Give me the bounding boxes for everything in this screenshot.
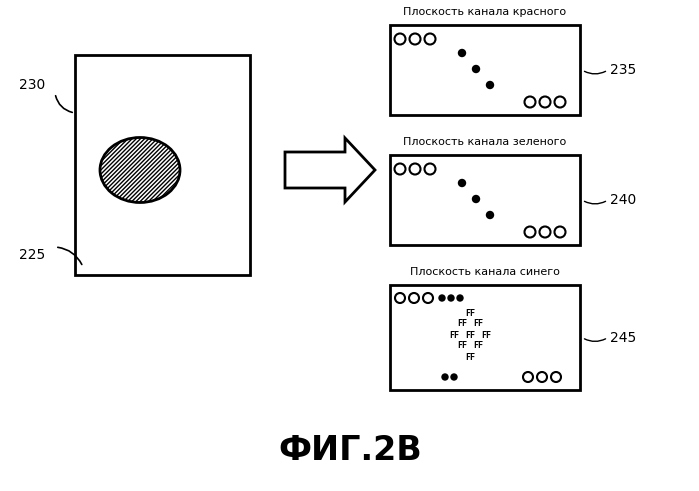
Text: FF: FF: [465, 353, 475, 361]
Circle shape: [442, 374, 448, 380]
Circle shape: [457, 295, 463, 301]
Circle shape: [473, 195, 480, 202]
Text: FF: FF: [457, 342, 467, 351]
Text: FF: FF: [449, 330, 459, 339]
Circle shape: [451, 374, 457, 380]
Ellipse shape: [100, 137, 180, 202]
Bar: [390, 25, 580, 115]
Text: FF: FF: [473, 320, 483, 328]
Text: 230: 230: [19, 78, 45, 92]
Circle shape: [448, 295, 454, 301]
Circle shape: [473, 65, 480, 73]
Text: FF: FF: [465, 308, 475, 318]
Circle shape: [487, 82, 493, 88]
Text: 225: 225: [19, 248, 45, 262]
Text: Плоскость канала синего: Плоскость канала синего: [410, 267, 560, 277]
Circle shape: [439, 295, 445, 301]
Bar: [390, 285, 580, 390]
Circle shape: [487, 212, 493, 218]
Bar: [75, 55, 250, 275]
Text: FF: FF: [473, 342, 483, 351]
Bar: [390, 155, 580, 245]
Text: Плоскость канала красного: Плоскость канала красного: [403, 7, 567, 17]
Text: FF: FF: [457, 320, 467, 328]
Text: 240: 240: [610, 193, 636, 207]
Text: 235: 235: [610, 63, 636, 77]
Text: Плоскость канала зеленого: Плоскость канала зеленого: [403, 137, 567, 147]
Text: 245: 245: [610, 330, 636, 345]
Text: FF: FF: [481, 330, 491, 339]
Text: ФИГ.2В: ФИГ.2В: [278, 434, 422, 467]
Polygon shape: [285, 138, 375, 202]
Circle shape: [459, 50, 466, 56]
Text: FF: FF: [465, 330, 475, 339]
Circle shape: [459, 180, 466, 187]
